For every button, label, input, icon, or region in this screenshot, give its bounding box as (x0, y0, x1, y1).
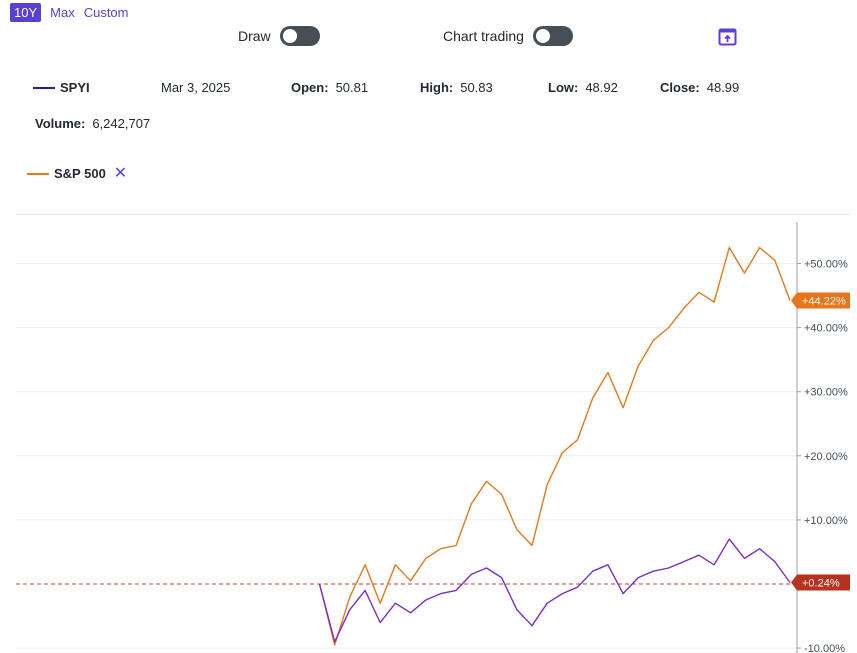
draw-label: Draw (238, 28, 271, 44)
date-value: Mar 3, 2025 (161, 80, 231, 95)
range-max-button[interactable]: Max (50, 5, 75, 20)
end-value-badges: +44.22% +0.24% (791, 292, 850, 591)
comparison-name: S&P 500 (54, 166, 106, 181)
end-badge-shape (791, 292, 850, 309)
low-value: 48.92 (585, 80, 618, 95)
spyi-line-end-badge: +0.24% (791, 574, 850, 591)
open-value: 50.81 (335, 80, 369, 95)
symbol-label: SPYI (60, 80, 90, 95)
volume-label: Volume: (35, 116, 86, 131)
end-badge-shape (791, 574, 850, 591)
end-badge-label: +0.24% (802, 577, 840, 589)
draw-toggle-group: Draw (238, 26, 320, 46)
y-tick-label: -10.00% (804, 643, 845, 653)
low-label: Low: (548, 80, 579, 95)
comparison-legend: S&P 500 ✕ (27, 165, 128, 182)
gridlines (16, 263, 797, 649)
spyi-line-swatch (33, 86, 55, 89)
y-tick-label: +50.00% (804, 259, 848, 271)
range-custom-button[interactable]: Custom (83, 5, 129, 20)
fullscreen-icon[interactable] (718, 28, 737, 46)
end-badge-label: +44.22% (802, 296, 846, 308)
sp500-line-end-badge: +44.22% (791, 292, 850, 309)
y-axis-ticks: -10.00%+0.00%+10.00%+20.00%+30.00%+40.00… (797, 259, 848, 653)
quote-high: High: 50.83 (420, 80, 493, 95)
y-tick-label: +40.00% (804, 323, 848, 335)
range-selector: 10Y Max Custom (10, 3, 134, 22)
high-label: High: (420, 80, 454, 95)
spyi-line (318, 538, 791, 643)
quote-close: Close: 48.99 (660, 80, 739, 95)
quote-symbol: SPYI (33, 80, 90, 95)
series-lines (318, 246, 791, 646)
chart-trading-toggle-group: Chart trading (443, 26, 573, 46)
sp500-line (318, 246, 791, 646)
close-value: 48.99 (706, 80, 740, 95)
close-icon[interactable]: ✕ (113, 165, 128, 182)
quote-volume: Volume: 6,242,707 (35, 116, 150, 131)
quote-date: Mar 3, 2025 (161, 80, 230, 95)
draw-toggle[interactable] (279, 26, 320, 46)
y-tick-label: +30.00% (804, 387, 848, 399)
toggle-knob (282, 29, 297, 43)
quote-open: Open: 50.81 (291, 80, 368, 95)
chart-trading-toggle[interactable] (532, 26, 573, 46)
chart-trading-label: Chart trading (443, 28, 524, 44)
y-tick-label: +20.00% (804, 451, 848, 463)
chart-divider (16, 214, 850, 215)
high-value: 50.83 (460, 80, 493, 95)
toggle-knob (535, 29, 550, 43)
open-label: Open: (291, 80, 329, 95)
sp500-line-swatch (27, 172, 49, 175)
quote-low: Low: 48.92 (548, 80, 618, 95)
close-label: Close: (660, 80, 700, 95)
volume-value: 6,242,707 (92, 116, 151, 131)
range-10y-button[interactable]: 10Y (10, 3, 42, 22)
y-tick-label: +10.00% (804, 515, 848, 527)
